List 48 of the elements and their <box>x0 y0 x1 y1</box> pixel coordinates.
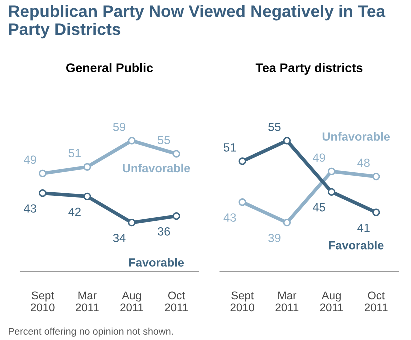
data-label: 34 <box>113 234 126 242</box>
point <box>328 168 336 176</box>
x-tick-label: Mar 2011 <box>76 292 99 312</box>
point <box>128 219 136 227</box>
point <box>128 137 136 145</box>
text: Favorable <box>329 241 384 250</box>
x-tick-label: Aug 2011 <box>320 292 344 312</box>
data-label: 43 <box>224 214 236 222</box>
chart-title: Republican Party Now Viewed Negatively in Tea Party Districts <box>9 5 386 39</box>
point <box>328 188 336 196</box>
point <box>84 163 92 171</box>
data-label: 59 <box>113 122 126 132</box>
x-tick-label: Aug 2011 <box>120 292 144 312</box>
data-label: 39 <box>268 234 281 242</box>
point <box>172 212 180 220</box>
data-label: 41 <box>358 224 370 232</box>
data-label: 49 <box>24 156 36 164</box>
data-label: 55 <box>158 136 170 144</box>
data-label: 36 <box>158 228 170 236</box>
data-label: 51 <box>224 144 236 152</box>
x-tick-label: Mar 2011 <box>276 292 299 312</box>
x-tick-label: Sept 2010 <box>230 292 255 312</box>
text: Unfavorable <box>322 132 390 142</box>
point <box>283 219 292 227</box>
data-label: 45 <box>312 203 326 212</box>
data-label: 55 <box>268 123 281 132</box>
point <box>84 192 92 200</box>
chart-subtitle: General Public <box>66 63 154 72</box>
data-label: 49 <box>312 154 326 162</box>
point <box>372 208 380 216</box>
point <box>172 150 180 158</box>
data-label: 48 <box>358 158 370 168</box>
data-label: 43 <box>24 204 36 213</box>
point <box>39 190 47 198</box>
series-label: Unfavorable <box>123 164 190 173</box>
data-label: 51 <box>68 149 81 158</box>
point <box>238 158 246 166</box>
point <box>238 198 246 206</box>
text: Favorable <box>129 258 184 267</box>
text: Percent offering no opinion not shown. <box>9 328 174 337</box>
point <box>372 172 380 181</box>
x-tick-label: Oct 2011 <box>364 292 388 312</box>
chart-subtitle: Tea Party districts <box>256 63 363 75</box>
point <box>283 137 292 145</box>
x-tick-label: Sept 2010 <box>31 292 55 312</box>
x-tick-label: Oct 2011 <box>165 292 188 312</box>
data-label: 42 <box>68 208 81 216</box>
point <box>39 170 47 178</box>
